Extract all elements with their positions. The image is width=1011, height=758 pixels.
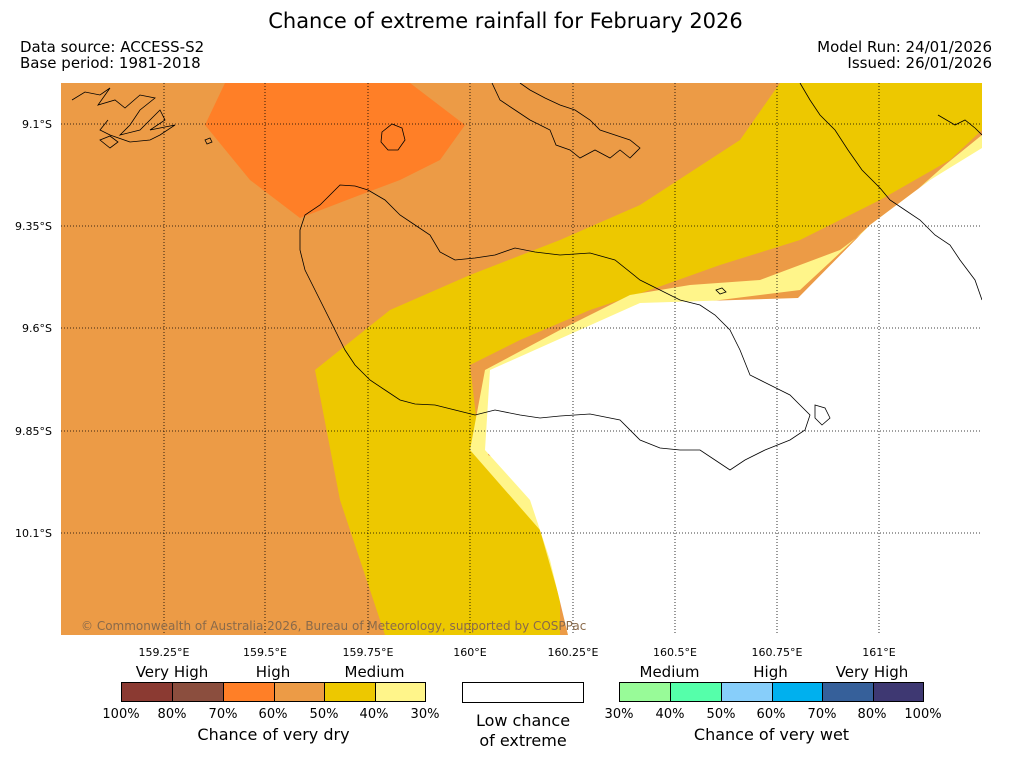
wet-swatch <box>721 682 773 702</box>
coast-main-islet <box>715 287 727 295</box>
lon-label: 159.25°E <box>139 646 190 659</box>
dry-cat-high: High <box>255 663 291 681</box>
dry-colorbar <box>121 682 426 703</box>
coast-ne-island-inner <box>937 114 982 136</box>
lat-label: 10.1°S <box>15 527 52 540</box>
wet-pct: 80% <box>857 707 887 722</box>
coastlines <box>71 83 982 471</box>
dry-pct: 70% <box>208 707 238 722</box>
dry-pct: 30% <box>410 707 440 722</box>
dry-swatch <box>121 682 173 702</box>
lat-label: 9.1°S <box>22 118 52 131</box>
lon-label: 160°E <box>453 646 486 659</box>
lat-label: 9.85°S <box>15 425 52 438</box>
coast-north-island <box>491 83 641 159</box>
wet-cat-very-high: Very High <box>835 663 909 681</box>
issued-text: Issued: 26/01/2026 <box>847 54 992 72</box>
region-low-chance <box>485 148 982 635</box>
coast-nw-islands <box>71 87 176 143</box>
longitude-labels: 159.25°E 159.5°E 159.75°E 160°E 160.25°E… <box>139 646 896 659</box>
coast-nw-islet <box>99 135 119 149</box>
lon-label: 160.25°E <box>548 646 599 659</box>
coast-center-islet <box>380 123 406 151</box>
wet-swatch <box>873 682 924 702</box>
dry-cat-medium: Medium <box>344 663 405 681</box>
coast-east-islets <box>814 404 831 426</box>
wet-pct: 70% <box>807 707 837 722</box>
lat-label: 9.35°S <box>15 220 52 233</box>
lon-label: 160.5°E <box>653 646 697 659</box>
wet-cat-medium: Medium <box>639 663 700 681</box>
wet-swatch <box>772 682 823 702</box>
base-period-text: Base period: 1981-2018 <box>20 54 201 72</box>
dry-pct: 40% <box>359 707 389 722</box>
dry-swatch <box>223 682 275 702</box>
low-chance-swatch <box>462 682 584 703</box>
coast-main-island <box>299 184 811 471</box>
data-source-text: Data source: ACCESS-S2 <box>20 38 205 56</box>
coast-ne-island <box>799 83 982 301</box>
meta-right: Model Run: 24/01/2026 Issued: 26/01/2026 <box>817 39 992 71</box>
gridlines <box>61 83 982 635</box>
lat-label: 9.6°S <box>22 322 52 335</box>
copyright-text: © Commonwealth of Australia 2026, Bureau… <box>81 619 586 633</box>
wet-pct: 30% <box>604 707 634 722</box>
dry-swatch <box>172 682 224 702</box>
lon-label: 160.75°E <box>752 646 803 659</box>
wet-pct: 100% <box>904 707 942 722</box>
lon-label: 159.75°E <box>343 646 394 659</box>
region-dry-medium <box>315 83 982 635</box>
wet-pct: 50% <box>706 707 736 722</box>
lon-label: 161°E <box>862 646 895 659</box>
wet-colorbar <box>619 682 924 703</box>
region-dry-very-high <box>205 83 465 218</box>
lon-label: 159.5°E <box>243 646 287 659</box>
wet-legend-title: Chance of very wet <box>693 725 850 744</box>
wet-cat-high: High <box>753 663 788 681</box>
dry-swatch <box>375 682 426 702</box>
dry-swatch <box>274 682 325 702</box>
low-chance-title-line2: of extreme <box>479 731 567 750</box>
wet-swatch <box>619 682 671 702</box>
dry-pct: 60% <box>258 707 288 722</box>
dry-pct: 100% <box>102 707 140 722</box>
dry-pct: 50% <box>309 707 339 722</box>
dry-pct: 80% <box>157 707 187 722</box>
wet-pct: 40% <box>655 707 685 722</box>
dry-swatch <box>324 682 376 702</box>
low-chance-title-line1: Low chance <box>475 711 571 730</box>
wet-swatch <box>670 682 722 702</box>
map-title: Chance of extreme rainfall for February … <box>268 9 743 33</box>
latitude-labels: 9.1°S 9.35°S 9.6°S 9.85°S 10.1°S <box>15 118 52 540</box>
wet-pct: 60% <box>756 707 786 722</box>
meta-left: Data source: ACCESS-S2 Base period: 1981… <box>20 39 204 71</box>
dry-legend-title: Chance of very dry <box>197 725 350 744</box>
forecast-fields <box>61 83 982 635</box>
coast-nw-islet-2 <box>204 137 213 145</box>
dry-cat-very-high: Very High <box>135 663 209 681</box>
model-run-text: Model Run: 24/01/2026 <box>817 38 992 56</box>
wet-swatch <box>822 682 874 702</box>
